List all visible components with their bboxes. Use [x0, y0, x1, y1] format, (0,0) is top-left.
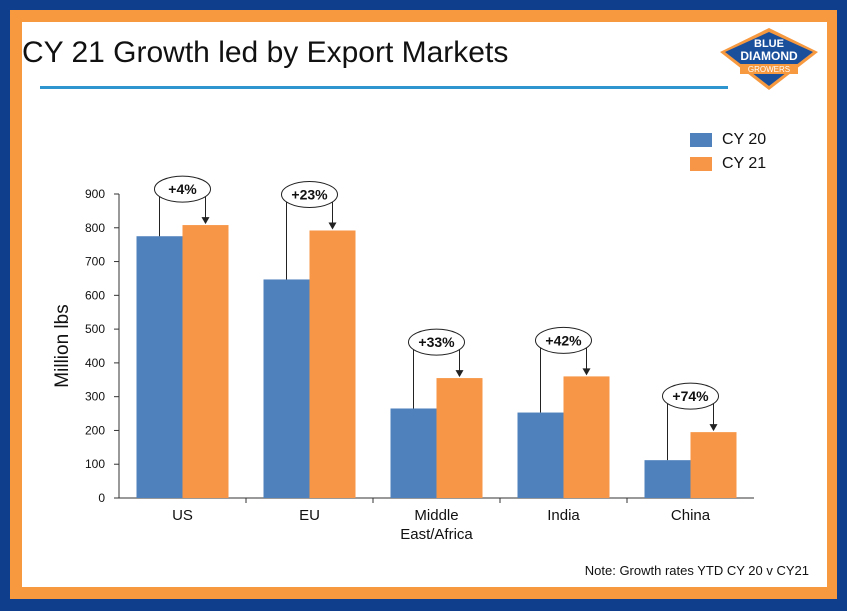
x-tick-label: Middle [414, 507, 458, 524]
bar-cy21 [563, 376, 610, 498]
y-tick-label: 900 [85, 187, 105, 201]
growth-arrowhead [201, 217, 210, 225]
growth-badge [408, 328, 465, 356]
x-tick-label: East/Africa [400, 526, 473, 543]
logo-line2: DIAMOND [740, 49, 798, 63]
bar-cy21 [690, 432, 737, 498]
legend-item-cy20: CY 20 [690, 128, 766, 152]
y-tick-label: 700 [85, 255, 105, 269]
y-tick-label: 0 [98, 491, 105, 505]
legend-swatch-cy20 [690, 133, 712, 147]
growth-label: +42% [545, 332, 582, 348]
legend-label-cy20: CY 20 [722, 131, 767, 148]
growth-arrowhead [328, 222, 337, 230]
bar-cy21 [182, 225, 229, 498]
growth-label: +33% [418, 334, 455, 350]
y-tick-label: 800 [85, 221, 105, 235]
bar-cy20 [263, 279, 310, 498]
bar-cy21 [436, 378, 483, 498]
y-tick-label: 400 [85, 356, 105, 370]
growth-label: +4% [168, 181, 197, 197]
y-axis-title: Million lbs [52, 304, 73, 387]
x-tick-label: US [172, 507, 193, 524]
slide-title: CY 21 Growth led by Export Markets [22, 36, 509, 69]
x-tick-label: EU [299, 507, 320, 524]
bar-cy20 [136, 236, 183, 498]
growth-arrowhead [709, 424, 718, 432]
legend-label-cy21: CY 21 [722, 155, 767, 172]
bar-cy20 [517, 412, 564, 498]
y-tick-label: 600 [85, 288, 105, 302]
y-tick-label: 200 [85, 423, 105, 437]
y-tick-label: 300 [85, 390, 105, 404]
x-tick-label: India [547, 507, 580, 524]
logo-line1: BLUE [754, 38, 784, 50]
blue-diamond-growers-logo: BLUE DIAMOND GROWERS [720, 28, 818, 90]
logo-diamond-inner [725, 32, 813, 86]
bar-cy20 [390, 408, 437, 498]
growth-label: +23% [291, 186, 328, 202]
legend-swatch-cy21 [690, 157, 712, 171]
chart-legend: CY 20 CY 21 [690, 128, 766, 176]
bar-cy20 [644, 460, 691, 498]
logo-banner [740, 64, 798, 74]
y-tick-label: 100 [85, 457, 105, 471]
logo-line3: GROWERS [748, 65, 790, 74]
growth-badge [154, 175, 211, 203]
growth-badge [535, 326, 592, 354]
growth-label: +74% [672, 388, 709, 404]
footnote: Note: Growth rates YTD CY 20 v CY21 [584, 563, 809, 578]
growth-arrowhead [582, 368, 591, 376]
growth-badge [281, 180, 338, 208]
bar-cy21 [309, 230, 356, 499]
legend-item-cy21: CY 21 [690, 152, 766, 176]
title-underline [40, 86, 728, 89]
x-tick-label: China [671, 507, 711, 524]
y-tick-label: 500 [85, 322, 105, 336]
growth-arrowhead [455, 370, 464, 378]
growth-badge [662, 382, 719, 410]
